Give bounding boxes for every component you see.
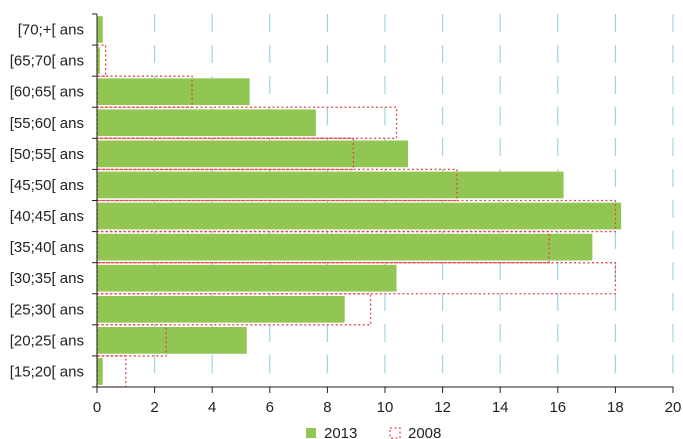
bar-2013-4	[97, 140, 409, 168]
category-label: [55;60[ ans	[10, 115, 84, 132]
category-label: [35;40[ ans	[10, 239, 84, 256]
x-tick-label: 20	[665, 399, 682, 416]
legend-swatch-2008	[389, 427, 401, 439]
category-label: [45;50[ ans	[10, 177, 84, 194]
category-label: [50;55[ ans	[10, 146, 84, 163]
bar-2013-2	[97, 78, 250, 106]
x-tick-label: 12	[434, 399, 451, 416]
category-label: [20;25[ ans	[10, 332, 84, 349]
category-label: [30;35[ ans	[10, 270, 84, 287]
x-tick-label: 4	[208, 399, 216, 416]
x-tick-label: 10	[377, 399, 394, 416]
x-tick-label: 8	[323, 399, 331, 416]
bar-2013-11	[97, 358, 103, 385]
bar-2013-3	[97, 109, 316, 137]
bar-2013-10	[97, 327, 247, 354]
category-label: [15;20[ ans	[10, 363, 84, 380]
x-tick-label: 2	[150, 399, 158, 416]
category-label: [70;+[ ans	[18, 22, 84, 39]
category-label: [25;30[ ans	[10, 301, 84, 318]
legend-label-2013: 2013	[324, 425, 357, 439]
legend-label-2008: 2008	[408, 425, 441, 439]
x-tick-label: 6	[266, 399, 274, 416]
bar-2008-3	[96, 106, 398, 139]
x-tick-label: 16	[549, 399, 566, 416]
legend-swatch-2013	[306, 428, 316, 438]
x-tick-label: 14	[492, 399, 509, 416]
category-label: [40;45[ ans	[10, 208, 84, 225]
bar-2013-5	[97, 171, 564, 199]
category-label: [60;65[ ans	[10, 84, 84, 101]
category-label: [65;70[ ans	[10, 53, 84, 70]
bar-2013-0	[97, 16, 103, 43]
x-tick-label: 18	[607, 399, 624, 416]
bar-2013-9	[97, 295, 345, 323]
bar-2013-8	[97, 264, 397, 292]
bar-2013-7	[97, 233, 593, 261]
bar-2013-1	[97, 47, 100, 74]
bar-2008-9	[96, 293, 372, 326]
bar-2013-6	[97, 202, 622, 230]
x-tick-label: 0	[93, 399, 101, 416]
